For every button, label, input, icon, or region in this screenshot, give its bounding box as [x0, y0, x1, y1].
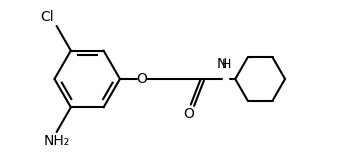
Text: N: N [216, 57, 227, 71]
Text: O: O [136, 72, 147, 86]
Text: O: O [184, 107, 195, 121]
Text: Cl: Cl [40, 10, 54, 24]
Text: H: H [222, 58, 231, 71]
Text: NH₂: NH₂ [44, 134, 70, 148]
